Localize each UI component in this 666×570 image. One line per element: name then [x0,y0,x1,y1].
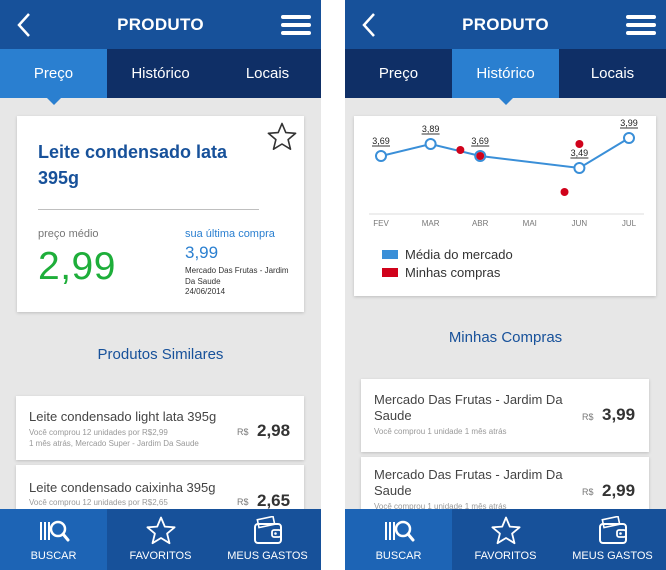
market-average-line [380,137,630,170]
market-average-point [623,132,635,144]
nav-label: MEUS GASTOS [572,550,653,562]
item-price: 3,99 [602,405,636,424]
item-detail: 1 mês atrás, Mercado Super - Jardim Da S… [29,439,199,448]
last-purchase-store: Mercado Das Frutas - Jardim Da Saude [185,266,289,286]
last-purchase-label: sua última compra [185,228,275,240]
item-currency: R$ [237,427,249,437]
item-name: Leite condensado light lata 395g [29,409,217,424]
nav-meus-gastos[interactable]: MEUS GASTOS [214,509,321,570]
nav-favoritos[interactable]: FAVORITOS [107,509,214,570]
avg-price-value: 2,99 [38,245,116,288]
data-label: 3,49 [571,148,589,158]
product-summary-card: Leite condensado lata 395g preço médio 2… [17,116,304,312]
bottom-navigation: BUSCAR FAVORITOS MEUS GASTOS [0,509,321,570]
item-currency: R$ [582,412,594,422]
chevron-left-icon[interactable] [14,12,36,38]
item-detail: Você comprou 1 unidade 1 mês atrás [374,427,507,436]
wallet-icon [598,516,627,544]
x-tick-label: MAI [523,219,537,228]
item-detail: Você comprou 12 unidades por R$2,99 [29,428,168,437]
nav-label: MEUS GASTOS [227,550,308,562]
hamburger-menu-icon[interactable] [626,13,656,37]
tab-preco[interactable]: Preço [378,65,419,82]
item-price: 2,98 [257,421,291,440]
tab-locais[interactable]: Locais [245,65,290,82]
product-history-screen: PRODUTO Preço Histórico Locais FEV MAR ABR… [345,0,666,570]
tab-bar: Preço Histórico Locais [345,49,666,105]
data-label: 3,99 [620,118,638,128]
star-icon [491,516,520,545]
item-detail: Você comprou 12 unidades por R$2,65 [29,498,168,507]
last-purchase-date: 24/06/2014 [185,287,226,296]
my-purchase-point [575,140,584,148]
header-bar: PRODUTO [0,0,321,49]
avg-price-label: preço médio [38,228,99,240]
x-tick-label: MAR [422,219,440,228]
market-average-point [424,138,437,150]
similar-products-title: Produtos Similares [97,346,224,363]
price-history-chart-card: FEV MAR ABR MAI JUN JUL 3,69 3,89 3,69 3,49 3,99 M… [354,116,656,296]
data-label: 3,69 [471,136,489,146]
nav-meus-gastos[interactable]: MEUS GASTOS [559,509,666,570]
tab-preco[interactable]: Preço [0,49,107,105]
chevron-left-icon[interactable] [359,12,381,38]
header-bar: PRODUTO [345,0,666,49]
nav-label: BUSCAR [375,550,422,562]
product-price-screen: PRODUTO Preço Histórico Locais Leite con… [0,0,321,570]
my-purchases-title: Minhas Compras [448,329,563,346]
market-average-point [573,162,586,174]
my-purchase-point [456,146,465,154]
x-tick-label: JUN [572,219,588,228]
x-tick-label: ABR [472,219,489,228]
barcode-search-icon [39,520,69,542]
item-name: Mercado Das Frutas - Jardim Da Saude [374,467,563,498]
similar-product-item[interactable]: Leite condensado light lata 395g Você co… [16,396,304,460]
my-purchase-point [560,188,569,196]
favorite-star-icon[interactable] [266,121,298,153]
x-tick-label: FEV [373,219,389,228]
wallet-icon [253,516,282,544]
tab-historico[interactable]: Histórico [452,49,559,105]
data-label: 3,89 [422,124,440,134]
item-currency: R$ [237,497,249,507]
barcode-search-icon [384,520,414,542]
purchase-item[interactable]: Mercado Das Frutas - Jardim Da Saude Voc… [361,379,649,452]
legend-label-mine: Minhas compras [405,265,501,280]
nav-favoritos[interactable]: FAVORITOS [452,509,559,570]
item-currency: R$ [582,487,594,497]
tab-locais[interactable]: Locais [590,65,635,82]
nav-label: BUSCAR [30,550,77,562]
item-price: 2,99 [602,481,636,500]
hamburger-menu-icon[interactable] [281,13,311,37]
x-tick-label: JUL [622,219,637,228]
tab-historico[interactable]: Histórico [131,65,190,82]
price-history-chart: FEV MAR ABR MAI JUN JUL 3,69 3,89 3,69 3,49 3,99 [369,118,644,228]
nav-label: FAVORITOS [129,550,192,562]
item-price: 2,65 [257,491,291,510]
legend-swatch-mine [382,268,398,277]
product-name: Leite condensado lata 395g [38,142,228,188]
nav-label: FAVORITOS [474,550,537,562]
item-name: Leite condensado caixinha 395g [29,480,216,495]
tab-bar: Preço Histórico Locais [0,49,321,105]
page-title: PRODUTO [117,15,204,34]
bottom-navigation: BUSCAR FAVORITOS MEUS GASTOS [345,509,666,570]
item-detail: Você comprou 1 unidade 1 mês atrás [374,502,507,511]
last-purchase-price: 3,99 [185,243,219,262]
page-title: PRODUTO [462,15,549,34]
legend-label-market: Média do mercado [405,247,513,262]
my-purchase-point [476,152,485,160]
legend-swatch-market [382,250,398,259]
nav-buscar[interactable]: BUSCAR [0,509,107,570]
item-name: Mercado Das Frutas - Jardim Da Saude [374,392,563,423]
star-icon [146,516,175,545]
divider [38,209,259,210]
nav-buscar[interactable]: BUSCAR [345,509,452,570]
data-label: 3,69 [372,136,390,146]
market-average-point [375,150,387,162]
